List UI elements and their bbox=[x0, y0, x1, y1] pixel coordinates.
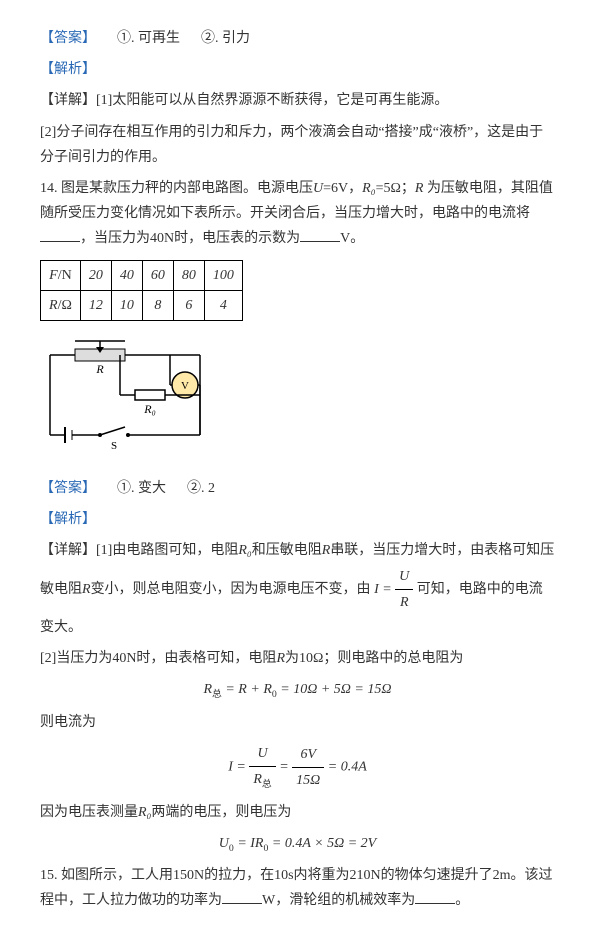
q15-num: 15. bbox=[40, 868, 58, 883]
formula-u0: U0 = IR0 = 0.4A × 5Ω = 2V bbox=[40, 831, 555, 857]
svg-text:R₀: R₀ bbox=[143, 402, 156, 416]
ans2-text: 引力 bbox=[222, 31, 250, 46]
unit-v: V。 bbox=[340, 231, 364, 246]
cell: 10 bbox=[111, 290, 142, 320]
formula-rtotal: R总 = R + R0 = 10Ω + 5Ω = 15Ω bbox=[40, 677, 555, 703]
d2d: 因为电压表测量 bbox=[40, 805, 138, 820]
sym-u: U bbox=[313, 181, 323, 196]
cell: 100 bbox=[204, 260, 242, 290]
q14-stem1: 图是某款压力秤的内部电路图。电源电压 bbox=[61, 181, 313, 196]
d1b: 和压敏电阻 bbox=[252, 543, 322, 558]
sym-r: R bbox=[415, 181, 424, 196]
row2-label: R/Ω bbox=[41, 290, 81, 320]
q14-stem: 14. 图是某款压力秤的内部电路图。电源电压U=6V，R₀=5Ω；R 为压敏电阻… bbox=[40, 176, 555, 252]
sym-r: R bbox=[276, 651, 285, 666]
table-row-force: F/N 20 40 60 80 100 bbox=[41, 260, 243, 290]
d1a: [1]由电路图可知，电阻 bbox=[96, 543, 238, 558]
sym-r0: R₀ bbox=[138, 805, 151, 820]
q15-period: 。 bbox=[455, 893, 469, 908]
ans1-num: ①. bbox=[117, 481, 135, 496]
cell: 8 bbox=[142, 290, 173, 320]
ans1-text: 可再生 bbox=[138, 31, 180, 46]
detail1-text: [1]太阳能可以从自然界源源不断获得，它是可再生能源。 bbox=[96, 93, 448, 108]
circuit-diagram: R V R₀ S bbox=[40, 335, 210, 455]
blank-4 bbox=[415, 889, 455, 904]
r0-val: =5Ω； bbox=[376, 181, 415, 196]
q14-d2c: 则电流为 bbox=[40, 710, 555, 735]
d2a: [2]当压力为40N时，由表格可知，电阻 bbox=[40, 651, 276, 666]
ans2-num: ②. bbox=[201, 31, 219, 46]
cell: 4 bbox=[204, 290, 242, 320]
ans2-num: ②. bbox=[187, 481, 205, 496]
analysis-label: 【解析】 bbox=[40, 62, 96, 77]
q14-detail1: 【详解】[1]由电路图可知，电阻R₀和压敏电阻R串联，当压力增大时，由表格可知压… bbox=[40, 538, 555, 640]
cell: 60 bbox=[142, 260, 173, 290]
cell: 80 bbox=[173, 260, 204, 290]
q14-d2d: 因为电压表测量R₀两端的电压，则电压为 bbox=[40, 800, 555, 825]
svg-text:R: R bbox=[95, 362, 104, 376]
blank-2 bbox=[300, 227, 340, 242]
cell: 6 bbox=[173, 290, 204, 320]
ans1-num: ①. bbox=[117, 31, 135, 46]
analysis-label: 【解析】 bbox=[40, 512, 96, 527]
q13-detail1: 【详解】[1]太阳能可以从自然界源源不断获得，它是可再生能源。 bbox=[40, 88, 555, 113]
q15-unitw: W，滑轮组的机械效率为 bbox=[262, 893, 415, 908]
cell: 12 bbox=[80, 290, 111, 320]
table-row-resistance: R/Ω 12 10 8 6 4 bbox=[41, 290, 243, 320]
q14-d2a: [2]当压力为40N时，由表格可知，电阻R为10Ω；则电路中的总电阻为 bbox=[40, 646, 555, 671]
sym-r0: R₀ bbox=[238, 543, 251, 558]
q13-detail2: [2]分子间存在相互作用的引力和斥力，两个液滴会自动“搭接”成“液桥”，这是由于… bbox=[40, 120, 555, 170]
d1d: 变小，则总电阻变小，因为电源电压不变，由 bbox=[91, 582, 371, 597]
detail-label: 【详解】 bbox=[40, 543, 96, 558]
formula-i-inline: I = UR bbox=[374, 582, 413, 597]
cell: 40 bbox=[111, 260, 142, 290]
detail-label: 【详解】 bbox=[40, 93, 96, 108]
row1-label: F/N bbox=[41, 260, 81, 290]
u-val: =6V， bbox=[323, 181, 362, 196]
ans2-text: 2 bbox=[208, 481, 215, 496]
blank-1 bbox=[40, 227, 80, 242]
d2e: 两端的电压，则电压为 bbox=[151, 805, 291, 820]
pressure-table: F/N 20 40 60 80 100 R/Ω 12 10 8 6 4 bbox=[40, 260, 243, 321]
q13-analysis-label: 【解析】 bbox=[40, 57, 555, 82]
d2b: 为10Ω；则电路中的总电阻为 bbox=[285, 651, 463, 666]
cell: 20 bbox=[80, 260, 111, 290]
sym-r0: R₀ bbox=[362, 181, 375, 196]
q14-answer-line: 【答案】 ①. 变大 ②. 2 bbox=[40, 476, 555, 501]
q14-num: 14. bbox=[40, 181, 58, 196]
formula-current: I = UR总 = 6V15Ω = 0.4A bbox=[40, 741, 555, 794]
q13-answer-line: 【答案】 ①. 可再生 ②. 引力 bbox=[40, 26, 555, 51]
sym-r2: R bbox=[82, 582, 91, 597]
svg-text:S: S bbox=[111, 440, 117, 452]
ans1-text: 变大 bbox=[138, 481, 166, 496]
answer-label: 【答案】 bbox=[40, 481, 96, 496]
svg-text:V: V bbox=[181, 380, 189, 392]
q14-stem3: ，当压力为40N时，电压表的示数为 bbox=[80, 231, 300, 246]
q14-analysis-label: 【解析】 bbox=[40, 507, 555, 532]
q15-stem: 15. 如图所示，工人用150N的拉力，在10s内将重为210N的物体匀速提升了… bbox=[40, 863, 555, 913]
answer-label: 【答案】 bbox=[40, 31, 96, 46]
blank-3 bbox=[222, 889, 262, 904]
